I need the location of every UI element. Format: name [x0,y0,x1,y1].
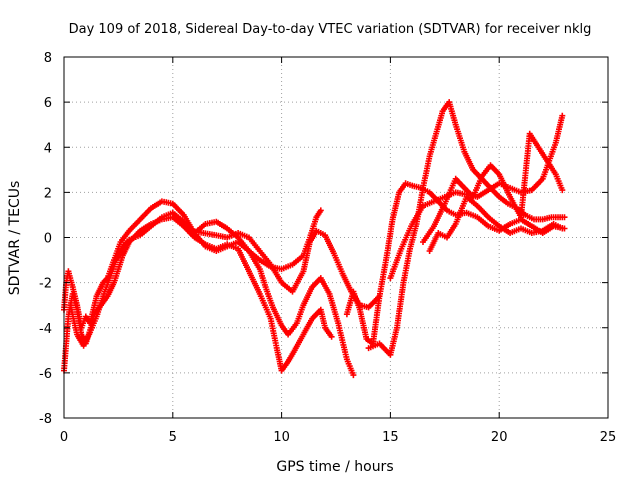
y-tick-label: -4 [39,322,52,337]
y-tick-label: 8 [44,51,52,66]
x-tick-label: 10 [273,430,290,445]
y-tick-label: 0 [44,232,52,247]
x-tick-label: 15 [382,430,399,445]
axis-ticks: 0 5 10 15 20 25 -8 -6 -4 -2 0 2 4 6 8 [39,51,616,445]
x-tick-label: 0 [60,430,68,445]
data-series [61,99,568,379]
grid-lines [64,57,608,418]
series-trace [346,182,565,345]
x-axis-label: GPS time / hours [276,459,393,475]
y-tick-label: 4 [44,141,52,156]
series-markers [426,193,566,254]
series-5 [343,180,568,347]
x-tick-label: 20 [491,430,508,445]
y-tick-label: -2 [39,277,52,292]
series-7 [387,112,566,282]
series-markers [387,112,566,282]
x-tick-label: 5 [169,430,177,445]
x-tick-label: 25 [600,430,617,445]
y-axis-label: SDTVAR / TECUs [7,181,23,296]
series-markers [343,180,568,347]
y-tick-label: 6 [44,96,52,111]
series-1 [61,198,324,331]
series-3 [67,209,357,379]
series-markers [61,198,324,331]
chart-title: Day 109 of 2018, Sidereal Day-to-day VTE… [69,22,592,37]
y-tick-label: 2 [44,186,52,201]
series-9 [426,193,566,254]
series-markers [420,130,566,245]
y-tick-label: -6 [39,367,52,382]
y-tick-label: -8 [39,412,52,427]
series-trace [63,200,322,330]
series-8 [420,130,566,245]
series-markers [67,209,357,379]
